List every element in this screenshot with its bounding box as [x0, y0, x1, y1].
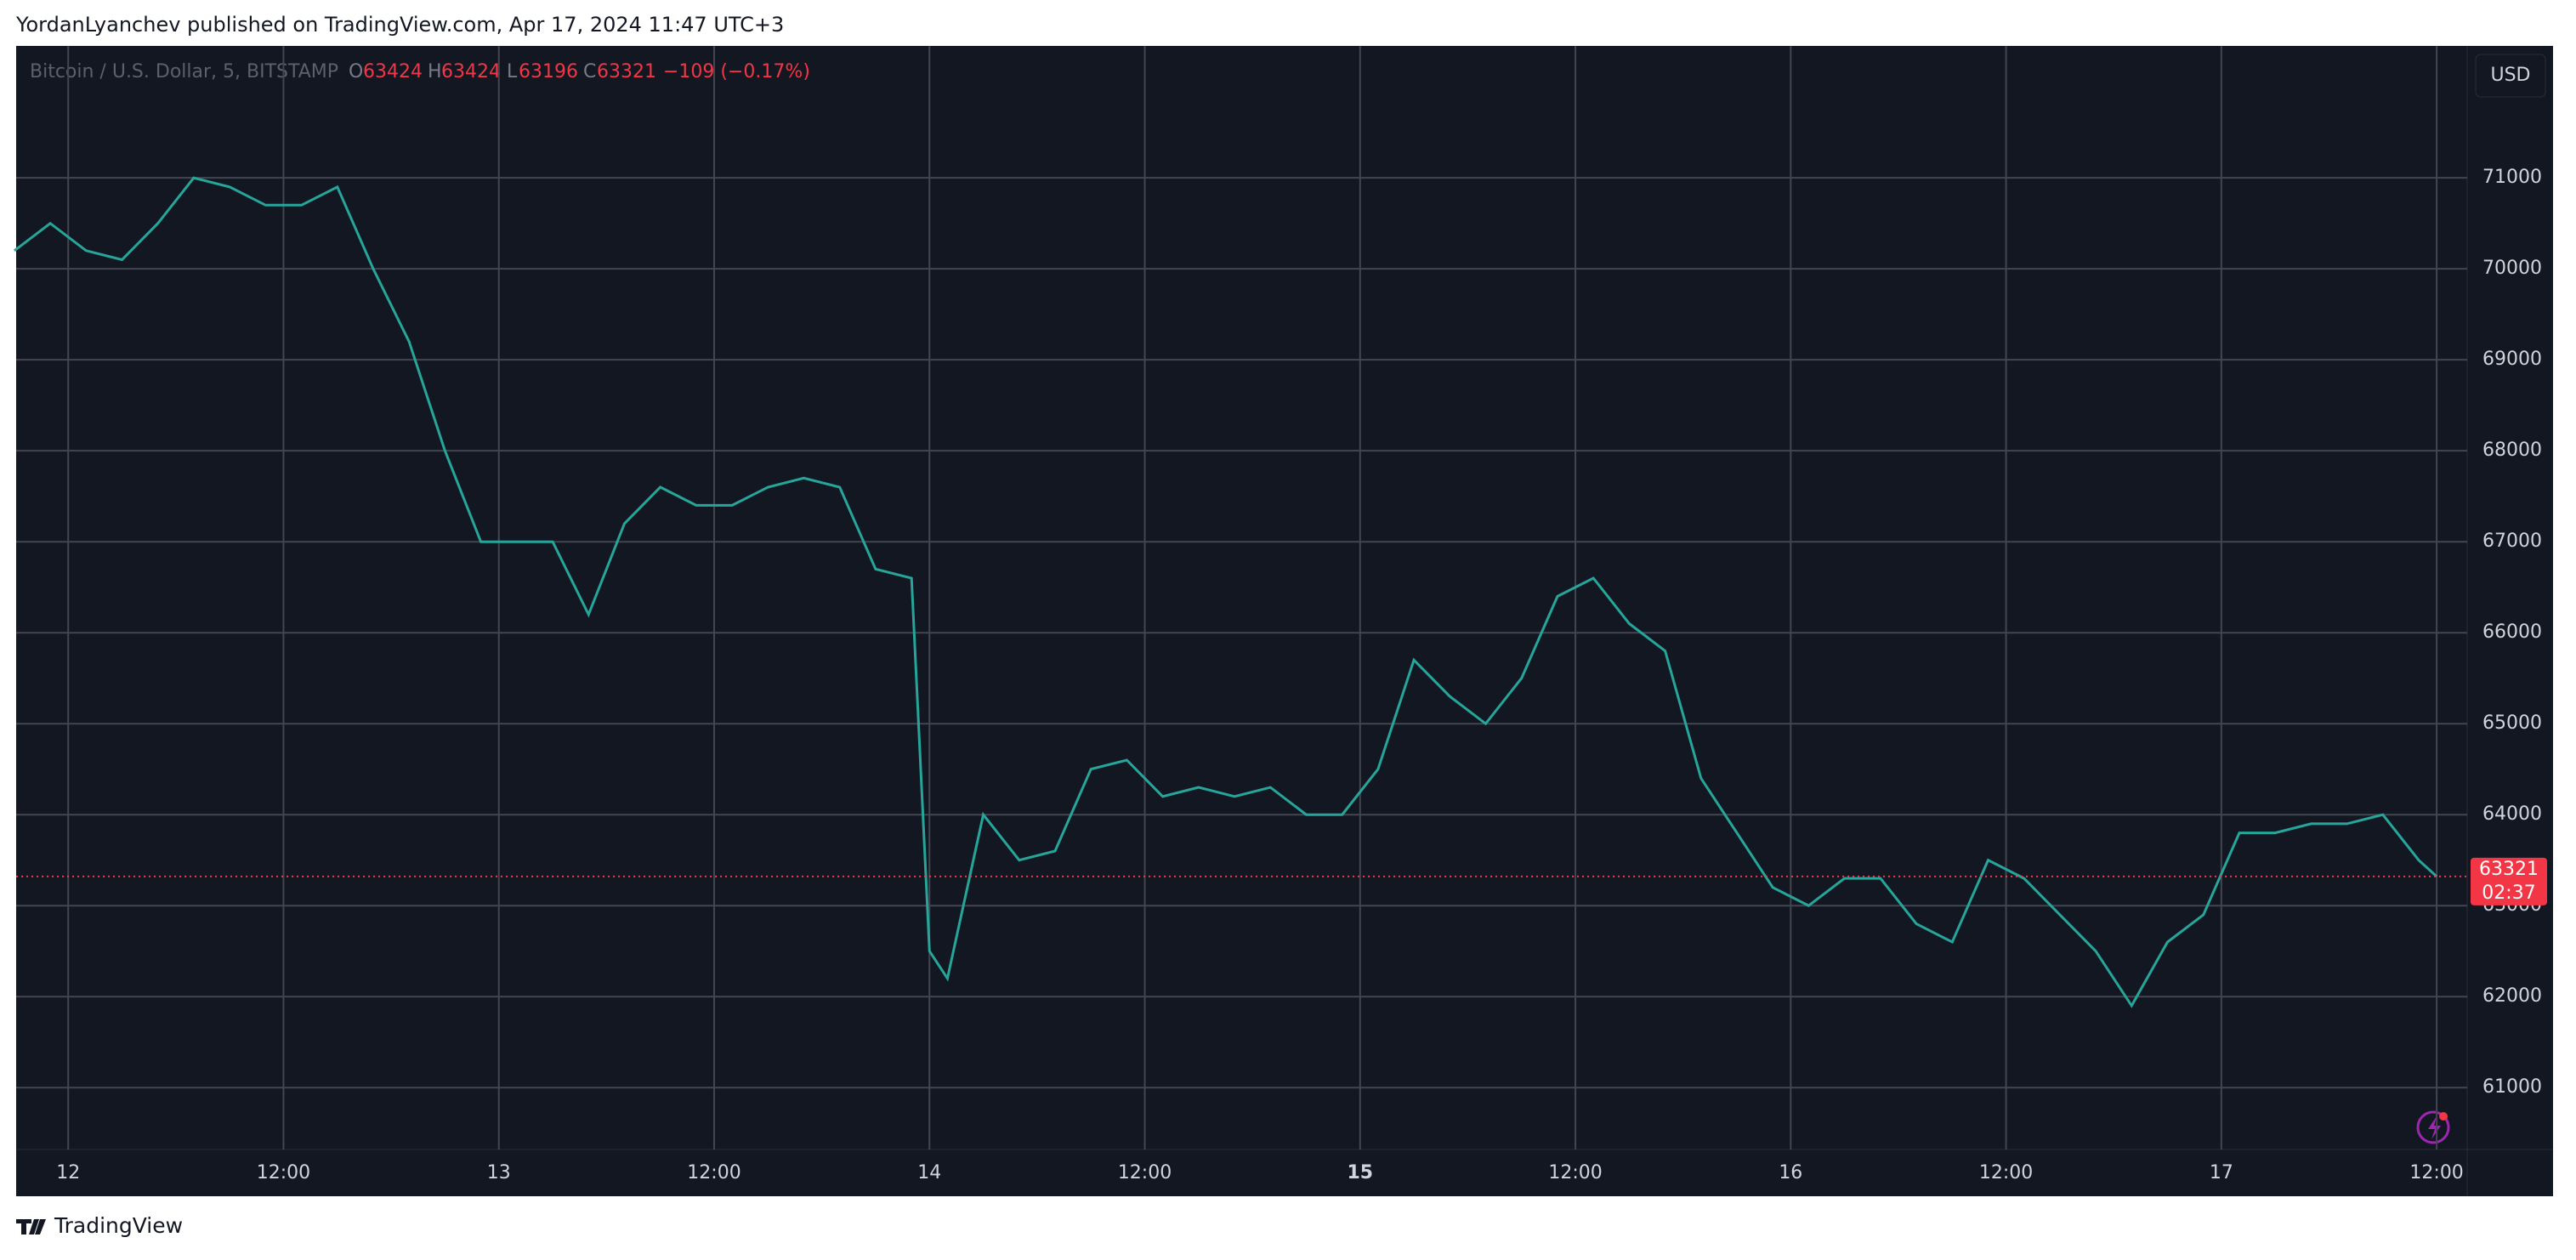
close: 63321 [597, 61, 656, 82]
y-tick-label: 68000 [2482, 440, 2542, 461]
y-tick-label: 70000 [2482, 258, 2542, 279]
chart-bg [16, 46, 2553, 1196]
x-tick-label: 12:00 [2409, 1162, 2463, 1183]
x-tick-label: 12:00 [1118, 1162, 1172, 1183]
currency[interactable]: USD [2490, 65, 2530, 86]
x-tick-label: 14 [917, 1162, 941, 1183]
price-line [13, 176, 2438, 1008]
y-tick-label: 69000 [2482, 349, 2542, 370]
last-price-label: 63321 [2479, 859, 2539, 880]
y-tick-label: 61000 [2482, 1076, 2542, 1098]
symbol: Bitcoin / U.S. Dollar, 5, BITSTAMP [30, 61, 338, 82]
notification-dot [2439, 1112, 2448, 1121]
x-tick-label: 16 [1779, 1162, 1802, 1183]
l-label: L [507, 61, 518, 82]
y-tick-label: 71000 [2482, 167, 2542, 188]
y-tick-label: 64000 [2482, 803, 2542, 825]
h-label: H [428, 61, 442, 82]
x-tick-label: 15 [1347, 1162, 1373, 1183]
high: 63424 [441, 61, 501, 82]
footer-brand: TradingView [54, 1213, 183, 1238]
lightning-icon[interactable] [2416, 1110, 2450, 1144]
o-label: O [349, 61, 363, 82]
x-tick-label: 17 [2210, 1162, 2233, 1183]
y-tick-label: 62000 [2482, 985, 2542, 1007]
x-tick-label: 12 [56, 1162, 80, 1183]
lightning-bolt [2428, 1116, 2441, 1139]
tv-logo [16, 1219, 46, 1234]
y-tick-label: 66000 [2482, 621, 2542, 643]
change: −109 (−0.17%) [663, 61, 810, 82]
currency-box[interactable] [2475, 54, 2546, 98]
last-price-tag [2471, 857, 2547, 905]
c-label: C [583, 61, 596, 82]
x-tick-label: 13 [487, 1162, 511, 1183]
x-tick-label: 12:00 [1548, 1162, 1602, 1183]
y-tick-label: 65000 [2482, 712, 2542, 734]
low: 63196 [519, 61, 578, 82]
x-tick-label: 12:00 [1979, 1162, 2033, 1183]
y-tick-label: 67000 [2482, 531, 2542, 552]
countdown: 02:37 [2482, 883, 2535, 904]
open: 63424 [363, 61, 423, 82]
x-tick-label: 12:00 [687, 1162, 740, 1183]
x-tick-label: 12:00 [257, 1162, 310, 1183]
publish-info: YordanLyanchev published on TradingView.… [15, 13, 784, 37]
